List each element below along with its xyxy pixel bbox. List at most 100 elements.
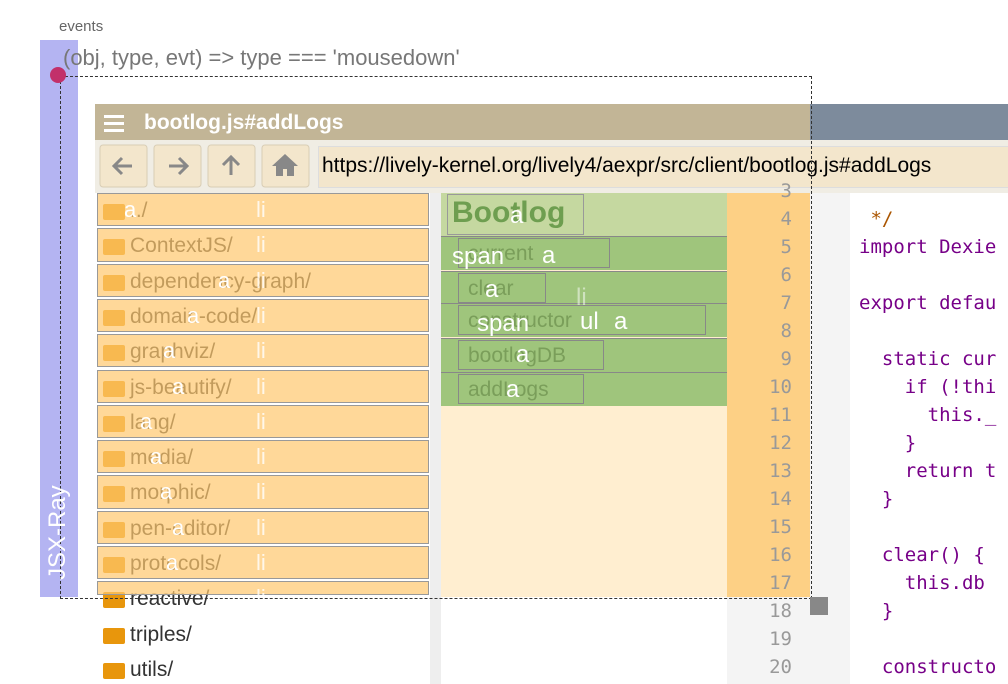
- tag-label: a: [218, 267, 231, 293]
- menu-icon[interactable]: [104, 114, 126, 132]
- line-number: 19: [769, 628, 792, 650]
- tag-label: a: [510, 202, 524, 229]
- code-pane: [850, 193, 1008, 684]
- outline-item-frame: [458, 340, 604, 370]
- tag-label: a: [124, 197, 137, 222]
- row-overlay: [97, 228, 429, 262]
- row-overlay: [97, 475, 429, 509]
- outline-row: [441, 236, 727, 270]
- outline-item[interactable]: current: [468, 242, 534, 265]
- tag-label: span: [452, 243, 505, 270]
- tag-label: a: [506, 376, 520, 403]
- line-number: 3: [780, 180, 792, 202]
- code-line: constructo: [859, 656, 997, 678]
- line-number: 5: [780, 236, 792, 258]
- code-line: clear() {: [859, 544, 985, 566]
- tag-label: li: [256, 550, 266, 575]
- tag-label: a: [160, 479, 173, 505]
- scrollbar: [430, 193, 441, 684]
- row-overlay: [97, 193, 429, 227]
- outline-item-frame: [458, 305, 706, 335]
- line-number: 11: [769, 404, 792, 426]
- code-line: this.db: [859, 572, 985, 594]
- outline-row: [441, 303, 727, 337]
- tag-label: a: [163, 338, 176, 364]
- line-number: 9: [780, 348, 792, 370]
- folder-name[interactable]: utils/: [130, 657, 174, 681]
- tag-label: a: [614, 308, 628, 335]
- tag-label: a: [150, 444, 163, 470]
- outline-item[interactable]: bootlogDB: [468, 344, 567, 367]
- code-line: static cur: [859, 348, 997, 370]
- tag-label: li: [256, 302, 266, 328]
- code-line: }: [859, 432, 917, 454]
- line-number: 10: [769, 376, 792, 398]
- line-number: 7: [780, 292, 792, 314]
- tag-label: li: [576, 284, 587, 311]
- code-line: }: [859, 488, 894, 510]
- events-label: events: [59, 18, 104, 35]
- code-line: return t: [859, 460, 997, 482]
- outline-title-frame: [447, 194, 584, 235]
- tag-label: a: [485, 276, 499, 303]
- tag-label: li: [256, 585, 266, 611]
- tag-label: span: [477, 310, 530, 337]
- tag-label: a: [172, 514, 185, 540]
- line-number: 13: [769, 460, 792, 482]
- url[interactable]: https://lively-kernel.org/lively4/aexpr/…: [322, 154, 932, 177]
- tag-label: a: [187, 302, 200, 328]
- outline-row: [441, 372, 727, 406]
- row-overlay: [97, 263, 429, 297]
- outline-item[interactable]: constructor: [468, 309, 572, 332]
- tag-label: li: [256, 479, 266, 505]
- tag-label: li: [256, 338, 266, 364]
- tag-label: li: [256, 514, 266, 540]
- outline-item-frame: [458, 374, 584, 404]
- line-number: 20: [769, 656, 792, 678]
- folder-icon: [103, 627, 125, 644]
- code-line: */: [859, 208, 894, 230]
- line-number: 18: [769, 600, 792, 622]
- row-overlay: [97, 404, 429, 439]
- code-line: export defau: [859, 292, 997, 314]
- line-number: 12: [769, 432, 792, 454]
- handle-dot[interactable]: [50, 67, 66, 83]
- sidebar-label: JSX-Ray: [44, 485, 71, 580]
- tag-label: li: [256, 267, 266, 293]
- code-line: this._: [859, 404, 997, 426]
- tag-label: a: [516, 341, 530, 368]
- outline-item[interactable]: clear: [468, 277, 514, 300]
- code-line: if (!thi: [859, 376, 997, 398]
- folder-name[interactable]: triples/: [130, 622, 192, 646]
- row-overlay: [97, 546, 429, 580]
- row-overlay: [97, 334, 429, 368]
- tag-label: ul: [580, 308, 599, 335]
- line-number: 6: [780, 264, 792, 286]
- outline-title: Bootlog: [452, 196, 566, 229]
- event-filter[interactable]: (obj, type, evt) => type === 'mousedown': [63, 45, 460, 70]
- outline-item-frame: [458, 273, 546, 303]
- resize-handle[interactable]: [810, 597, 828, 615]
- folder-icon: [103, 662, 125, 679]
- line-number: 14: [769, 488, 792, 510]
- line-number: 15: [769, 516, 792, 538]
- nav-buttons[interactable]: [95, 140, 325, 193]
- tag-label: a: [166, 550, 179, 575]
- title-bar: [95, 104, 810, 140]
- tag-label: li: [256, 408, 266, 434]
- row-overlay: [97, 369, 429, 403]
- line-number: 8: [780, 320, 792, 342]
- line-number: 16: [769, 544, 792, 566]
- code-line: import Dexie: [859, 236, 997, 258]
- row-overlay: [97, 581, 429, 595]
- outline-row: [441, 271, 727, 305]
- tag-label: a: [172, 373, 185, 399]
- row-overlay: [97, 440, 429, 474]
- window-title: bootlog.js#addLogs: [144, 111, 344, 134]
- url-field[interactable]: [318, 146, 1008, 188]
- tag-label: li: [256, 232, 266, 258]
- gutter-overlay: [727, 193, 810, 597]
- selection-box: [60, 76, 812, 599]
- outline-item[interactable]: addLogs: [468, 378, 549, 401]
